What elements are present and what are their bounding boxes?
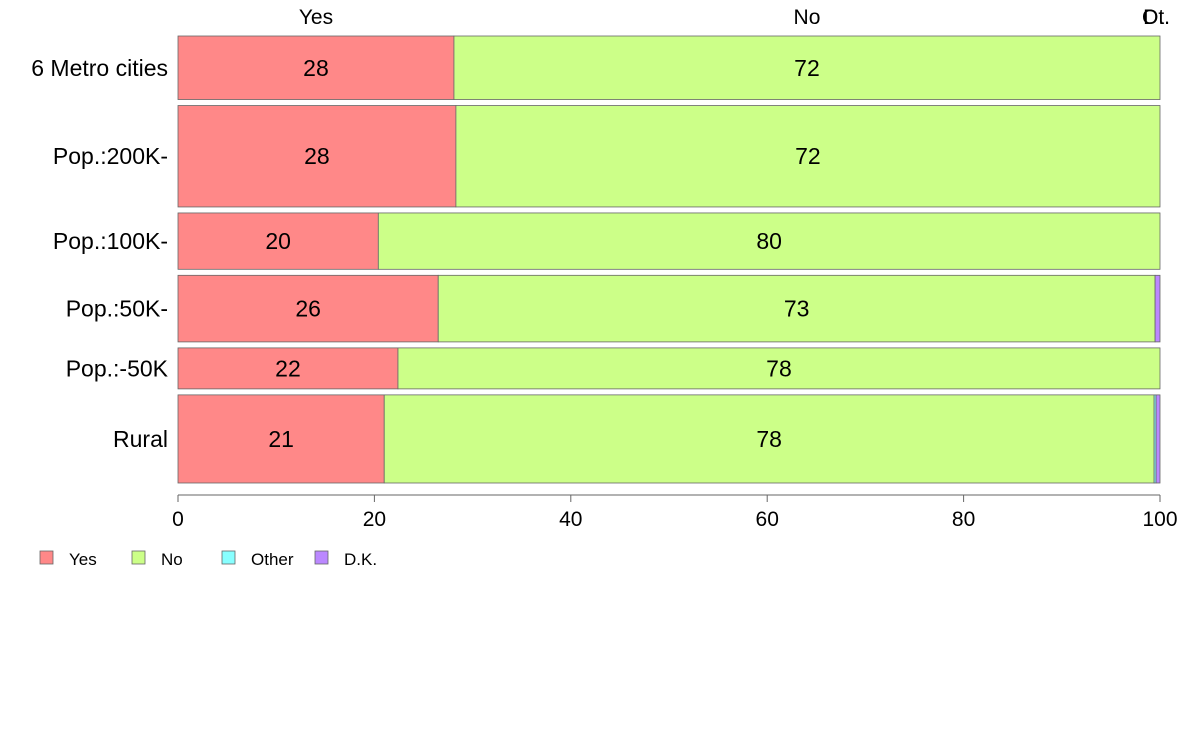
category-label: Pop.:100K- [53, 228, 168, 254]
data-label: 72 [795, 143, 821, 169]
bar-segment-no [397, 347, 1161, 390]
data-label: 28 [303, 55, 329, 81]
data-label: 22 [275, 355, 301, 381]
legend-label: Yes [69, 550, 97, 569]
data-label: 73 [784, 296, 810, 322]
legend-label: Other [251, 550, 294, 569]
x-axis: 0 20 40 60 80 100 [172, 494, 1178, 531]
category-label: Pop.:50K- [66, 296, 168, 322]
bar-segment-yes [177, 35, 455, 100]
x-tick-label: 20 [363, 508, 386, 531]
top-label: Yes [299, 6, 333, 29]
legend-swatch [131, 550, 146, 565]
data-label: 20 [265, 228, 291, 254]
bars-group: 28 72 28 72 20 80 26 73 22 78 21 78 [177, 35, 1161, 484]
top-label: D.. [1143, 6, 1170, 29]
data-label: 78 [766, 355, 792, 381]
category-label: Pop.:200K- [53, 143, 168, 169]
top-label: Ot. [1142, 6, 1170, 29]
bar-segment-no [383, 394, 1155, 484]
top-label: No [794, 6, 821, 29]
category-label: Pop.:-50K [66, 355, 169, 381]
category-label: Rural [113, 426, 168, 452]
bar-segment-yes [177, 274, 439, 343]
legend-swatch [39, 550, 54, 565]
legend-swatch [314, 550, 329, 565]
category-labels-group: 6 Metro cities Pop.:200K- Pop.:100K- Pop.:5… [31, 55, 168, 452]
x-tick-label: 80 [952, 508, 975, 531]
x-tick-label: 40 [559, 508, 582, 531]
data-label: 72 [794, 55, 820, 81]
legend-swatch [221, 550, 236, 565]
x-tick-label: 0 [172, 508, 184, 531]
data-label: 26 [295, 296, 321, 322]
category-label: 6 Metro cities [31, 55, 168, 81]
bar-segment-no [453, 35, 1161, 100]
x-tick-label: 60 [756, 508, 779, 531]
legend-label: D.K. [344, 550, 377, 569]
bar-segment-d-k- [1155, 394, 1161, 484]
bar-segment-no [377, 212, 1161, 270]
legend-label: No [161, 550, 183, 569]
bar-segment-d-k- [1154, 274, 1161, 343]
bar-segment-yes [177, 105, 457, 208]
data-label: 78 [756, 426, 782, 452]
bar-segment-yes [177, 212, 379, 270]
bar-segment-no [455, 105, 1161, 208]
x-tick-label: 100 [1142, 508, 1177, 531]
data-label: 28 [304, 143, 330, 169]
data-label: 21 [268, 426, 294, 452]
bar-segment-no [437, 274, 1156, 343]
top-labels-group: Yes No Ot.D.. [299, 6, 1170, 29]
legend: Yes No Other D.K. [39, 550, 377, 569]
data-label: 80 [756, 228, 782, 254]
bar-segment-yes [177, 347, 399, 390]
